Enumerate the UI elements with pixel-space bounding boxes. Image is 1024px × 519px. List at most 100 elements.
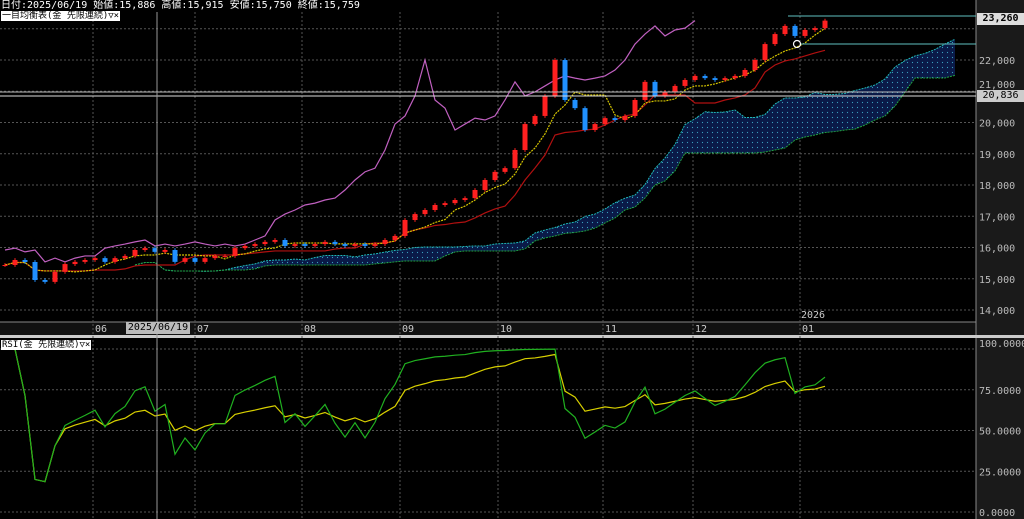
- tenkan-line: [4, 27, 826, 273]
- price-tick-label: 20,000: [979, 119, 1015, 130]
- candle-body: [272, 240, 278, 242]
- panel-divider[interactable]: [0, 335, 1024, 338]
- chikou-line: [4, 20, 696, 263]
- month-label: 12: [695, 324, 707, 335]
- candle-body: [282, 240, 288, 246]
- candle-body: [772, 34, 778, 45]
- candle-body: [112, 258, 118, 262]
- ohlc-info: 日付:2025/06/19 始値:15,886 高値:15,915 安値:15,…: [1, 0, 360, 11]
- ichimoku-cloud: [134, 38, 956, 272]
- candle-body: [292, 244, 298, 246]
- axes: 22,000 21,000 20,000 19,000 18,000 17,000 16,0…: [95, 56, 1024, 519]
- price-tick-label: 15,000: [979, 275, 1015, 286]
- candle-body: [612, 118, 618, 120]
- candle-body: [802, 30, 808, 36]
- candle-body: [182, 258, 188, 262]
- candle-body: [372, 244, 378, 246]
- candle-body: [812, 28, 818, 30]
- candle-body: [652, 81, 658, 96]
- candle-body: [752, 60, 758, 70]
- candle-body: [212, 255, 218, 259]
- candle-body: [502, 168, 508, 172]
- price-tick-label: 22,000: [979, 56, 1015, 67]
- price-tick-label: 16,000: [979, 244, 1015, 255]
- candle-body: [322, 241, 328, 245]
- candle-body: [582, 108, 588, 130]
- candle-body: [152, 248, 158, 252]
- candle-body: [242, 245, 248, 249]
- indicator-lines: [4, 20, 826, 273]
- candle-body: [602, 118, 608, 125]
- candle-body: [142, 248, 148, 250]
- candle-body: [42, 280, 48, 282]
- candle-body: [82, 260, 88, 262]
- date-axis-row: [0, 322, 976, 335]
- price-tick-label: 19,000: [979, 150, 1015, 161]
- crosshair-price-tag: 20,836: [977, 90, 1024, 102]
- candle-body: [122, 255, 128, 259]
- rsi-signal-line: [14, 348, 826, 483]
- candle-body: [312, 244, 318, 246]
- price-tick-label: 21,000: [979, 80, 1015, 91]
- main-panel-title[interactable]: 一目均衡表(金 先限連続)▽×: [1, 11, 121, 21]
- candle-body: [492, 171, 498, 180]
- candle-body: [302, 244, 308, 246]
- candle-body: [662, 91, 668, 96]
- candle-body: [412, 214, 418, 220]
- candle-body: [642, 81, 648, 100]
- candle-body: [562, 60, 568, 100]
- candle-body: [222, 255, 228, 257]
- month-label: 09: [402, 324, 414, 335]
- candle-body: [22, 260, 28, 262]
- axis-background: [976, 0, 1024, 519]
- candle-body: [12, 260, 18, 265]
- last-price-tag: 23,260: [977, 13, 1024, 25]
- candle-body: [192, 258, 198, 262]
- candle-body: [432, 205, 438, 210]
- rsi-panel-title[interactable]: RSI(金 先限連続)▽×: [1, 340, 92, 350]
- rsi-lines: [14, 348, 826, 483]
- candle-body: [382, 240, 388, 245]
- candle-body: [782, 25, 788, 35]
- rsi-tick-label: 0.0000: [979, 508, 1015, 519]
- candle-body: [552, 60, 558, 96]
- candle-body: [522, 124, 528, 150]
- rsi-tick-label: 50.0000: [979, 427, 1021, 438]
- candle-body: [52, 271, 58, 282]
- candle-body: [202, 258, 208, 262]
- candle-body: [702, 75, 708, 79]
- candle-body: [622, 115, 628, 120]
- kijun-line: [4, 49, 826, 272]
- candle-body: [722, 78, 728, 80]
- candle-body: [362, 244, 368, 246]
- candle-body: [442, 203, 448, 205]
- candle-body: [712, 78, 718, 80]
- candle-body: [732, 75, 738, 79]
- senkou-span-a-line: [134, 38, 956, 272]
- candle-body: [572, 100, 578, 109]
- candle-body: [422, 210, 428, 215]
- month-label: 08: [304, 324, 316, 335]
- overlay: [0, 12, 976, 519]
- candle-body: [392, 235, 398, 240]
- rsi-tick-label: 25.0000: [979, 467, 1021, 478]
- candle-body: [162, 250, 168, 252]
- candle-body: [352, 244, 358, 246]
- candle-body: [672, 85, 678, 92]
- year-label: 2026: [801, 310, 825, 321]
- month-label: 10: [500, 324, 512, 335]
- candle-body: [532, 115, 538, 125]
- candle-body: [72, 261, 78, 265]
- candle-body: [632, 100, 638, 116]
- candle-body: [762, 44, 768, 60]
- price-tick-label: 18,000: [979, 181, 1015, 192]
- rsi-tick-label: 75.0000: [979, 386, 1021, 397]
- candle-body: [822, 20, 828, 29]
- candle-body: [472, 190, 478, 199]
- candle-body: [682, 80, 688, 86]
- candle-body: [792, 25, 798, 36]
- candle-body: [132, 250, 138, 256]
- candle-body: [742, 70, 748, 76]
- candle-body: [62, 264, 68, 272]
